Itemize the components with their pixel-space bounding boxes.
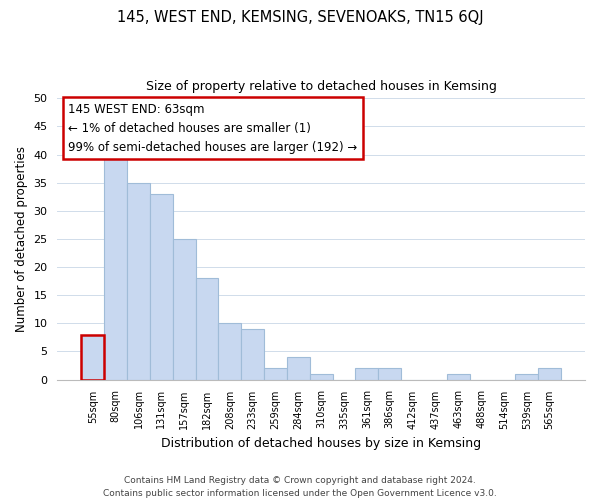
Bar — [82, 334, 104, 380]
Bar — [310, 374, 332, 380]
Bar — [515, 374, 538, 380]
Bar — [173, 239, 196, 380]
Text: 145, WEST END, KEMSING, SEVENOAKS, TN15 6QJ: 145, WEST END, KEMSING, SEVENOAKS, TN15 … — [116, 10, 484, 25]
Bar — [538, 368, 561, 380]
X-axis label: Distribution of detached houses by size in Kemsing: Distribution of detached houses by size … — [161, 437, 481, 450]
Bar — [447, 374, 470, 380]
Bar — [196, 278, 218, 380]
Bar — [379, 368, 401, 380]
Bar — [104, 154, 127, 380]
Bar — [287, 357, 310, 380]
Bar — [218, 324, 241, 380]
Bar — [150, 194, 173, 380]
Bar — [264, 368, 287, 380]
Bar — [241, 329, 264, 380]
Text: Contains HM Land Registry data © Crown copyright and database right 2024.
Contai: Contains HM Land Registry data © Crown c… — [103, 476, 497, 498]
Bar — [127, 182, 150, 380]
Title: Size of property relative to detached houses in Kemsing: Size of property relative to detached ho… — [146, 80, 497, 93]
Y-axis label: Number of detached properties: Number of detached properties — [15, 146, 28, 332]
Text: 145 WEST END: 63sqm
← 1% of detached houses are smaller (1)
99% of semi-detached: 145 WEST END: 63sqm ← 1% of detached hou… — [68, 102, 357, 154]
Bar — [355, 368, 379, 380]
Bar — [82, 334, 104, 380]
